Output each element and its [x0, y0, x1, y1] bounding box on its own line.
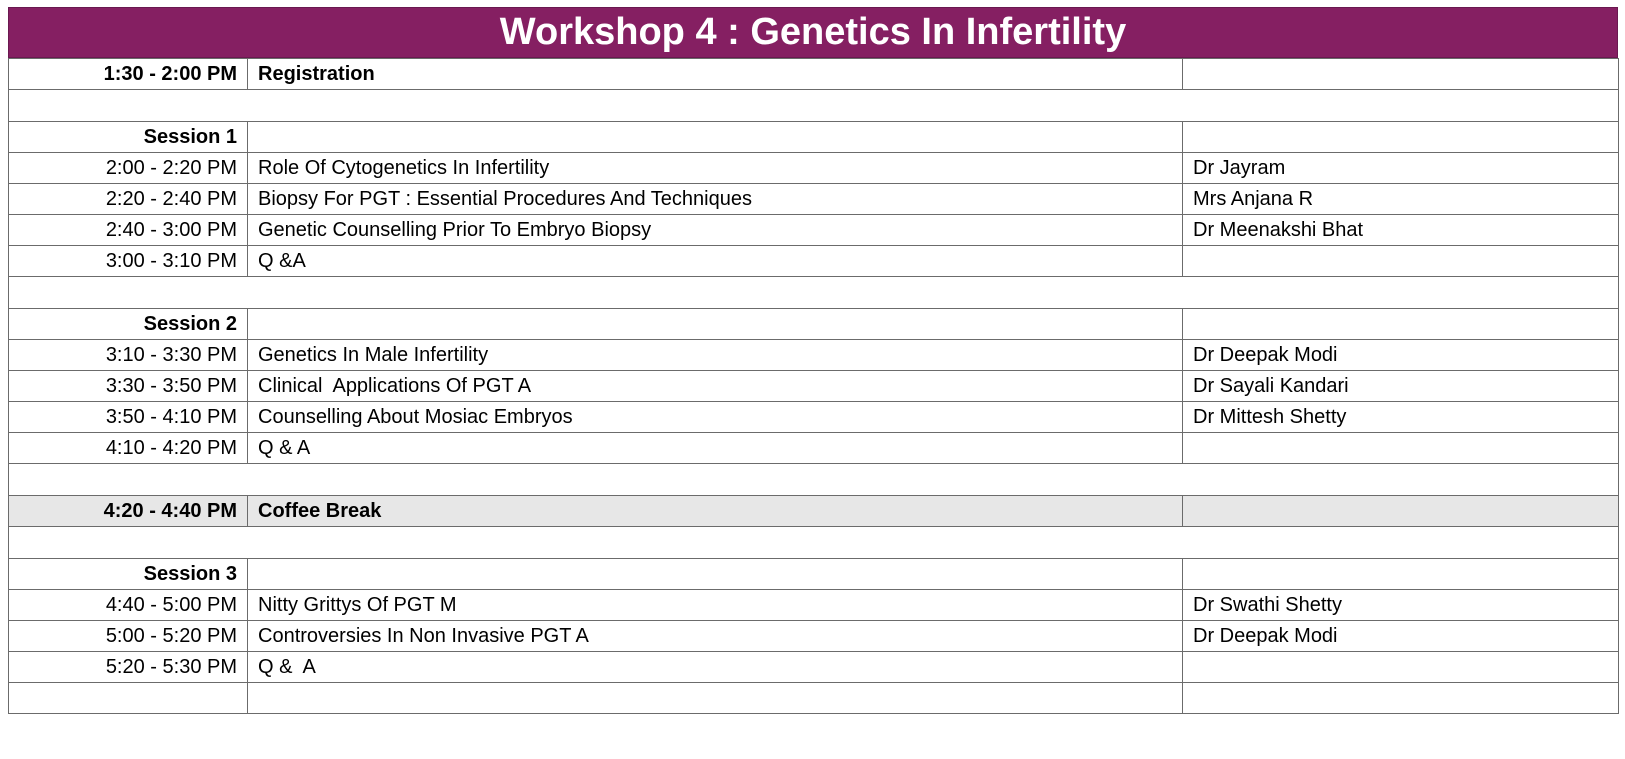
topic-cell: Role Of Cytogenetics In Infertility: [247, 152, 1183, 184]
table-row: 3:30 - 3:50 PM Clinical Applications Of P…: [8, 370, 1619, 402]
table-row: Session 2: [8, 308, 1619, 340]
time-cell: Session 1: [8, 121, 248, 153]
time-cell: 3:10 - 3:30 PM: [8, 339, 248, 371]
table-row: 3:10 - 3:30 PM Genetics In Male Infertili…: [8, 339, 1619, 371]
topic-cell: Genetics In Male Infertility: [247, 339, 1183, 371]
speaker-cell: Dr Mittesh Shetty: [1182, 401, 1619, 433]
time-cell: 3:50 - 4:10 PM: [8, 401, 248, 433]
spacer-row: [8, 89, 1619, 122]
table-row: 2:20 - 2:40 PM Biopsy For PGT : Essential…: [8, 183, 1619, 215]
time-cell: 2:40 - 3:00 PM: [8, 214, 248, 246]
table-row: 4:10 - 4:20 PM Q & A: [8, 432, 1619, 464]
speaker-cell: Dr Deepak Modi: [1182, 339, 1619, 371]
time-cell: 1:30 - 2:00 PM: [8, 58, 248, 90]
speaker-cell: [1182, 651, 1619, 683]
spacer-row: [8, 463, 1619, 496]
time-cell: [8, 682, 248, 714]
speaker-cell: [1182, 121, 1619, 153]
speaker-cell: Dr Jayram: [1182, 152, 1619, 184]
topic-cell: Q &A: [247, 245, 1183, 277]
table-row: Session 3: [8, 558, 1619, 590]
spacer-cell: [8, 526, 1619, 559]
table-row: 3:50 - 4:10 PM Counselling About Mosiac E…: [8, 401, 1619, 433]
topic-cell: Biopsy For PGT : Essential Procedures An…: [247, 183, 1183, 215]
time-cell: 4:40 - 5:00 PM: [8, 589, 248, 621]
time-cell: 5:00 - 5:20 PM: [8, 620, 248, 652]
spacer-cell: [8, 276, 1619, 309]
topic-cell: [247, 308, 1183, 340]
speaker-cell: Dr Meenakshi Bhat: [1182, 214, 1619, 246]
speaker-cell: Dr Deepak Modi: [1182, 620, 1619, 652]
speaker-cell: [1182, 58, 1619, 90]
speaker-cell: [1182, 495, 1619, 527]
topic-cell: [247, 121, 1183, 153]
table-row: 2:40 - 3:00 PM Genetic Counselling Prior …: [8, 214, 1619, 246]
schedule-table-body: 1:30 - 2:00 PM Registration Session 1 2:00 …: [8, 58, 1619, 714]
time-cell: 3:00 - 3:10 PM: [8, 245, 248, 277]
topic-cell: Coffee Break: [247, 495, 1183, 527]
table-row: [8, 682, 1619, 714]
speaker-cell: Mrs Anjana R: [1182, 183, 1619, 215]
schedule-table: 1:30 - 2:00 PM Registration Session 1 2:00 …: [8, 58, 1619, 714]
topic-cell: [247, 558, 1183, 590]
topic-cell: Q & A: [247, 651, 1183, 683]
table-row: 5:20 - 5:30 PM Q & A: [8, 651, 1619, 683]
table-row: 4:40 - 5:00 PM Nitty Grittys Of PGT M Dr S…: [8, 589, 1619, 621]
time-cell: 4:10 - 4:20 PM: [8, 432, 248, 464]
spacer-cell: [8, 463, 1619, 496]
spacer-row: [8, 276, 1619, 309]
topic-cell: Nitty Grittys Of PGT M: [247, 589, 1183, 621]
table-row: 1:30 - 2:00 PM Registration: [8, 58, 1619, 90]
topic-cell: Genetic Counselling Prior To Embryo Biop…: [247, 214, 1183, 246]
speaker-cell: [1182, 682, 1619, 714]
time-cell: 2:20 - 2:40 PM: [8, 183, 248, 215]
time-cell: 4:20 - 4:40 PM: [8, 495, 248, 527]
table-row: 2:00 - 2:20 PM Role Of Cytogenetics In In…: [8, 152, 1619, 184]
table-row: 3:00 - 3:10 PM Q &A: [8, 245, 1619, 277]
spacer-cell: [8, 89, 1619, 122]
speaker-cell: Dr Sayali Kandari: [1182, 370, 1619, 402]
time-cell: Session 2: [8, 308, 248, 340]
speaker-cell: [1182, 432, 1619, 464]
schedule-sheet: Workshop 4 : Genetics In Infertility 1:3…: [8, 7, 1619, 714]
speaker-cell: [1182, 308, 1619, 340]
table-row: 5:00 - 5:20 PM Controversies In Non Invas…: [8, 620, 1619, 652]
speaker-cell: [1182, 558, 1619, 590]
time-cell: 5:20 - 5:30 PM: [8, 651, 248, 683]
topic-cell: Registration: [247, 58, 1183, 90]
topic-cell: Counselling About Mosiac Embryos: [247, 401, 1183, 433]
workshop-title: Workshop 4 : Genetics In Infertility: [8, 7, 1618, 58]
topic-cell: Controversies In Non Invasive PGT A: [247, 620, 1183, 652]
time-cell: 3:30 - 3:50 PM: [8, 370, 248, 402]
time-cell: 2:00 - 2:20 PM: [8, 152, 248, 184]
topic-cell: [247, 682, 1183, 714]
spacer-row: [8, 526, 1619, 559]
topic-cell: Q & A: [247, 432, 1183, 464]
topic-cell: Clinical Applications Of PGT A: [247, 370, 1183, 402]
table-row: Session 1: [8, 121, 1619, 153]
speaker-cell: Dr Swathi Shetty: [1182, 589, 1619, 621]
speaker-cell: [1182, 245, 1619, 277]
time-cell: Session 3: [8, 558, 248, 590]
break-row: 4:20 - 4:40 PM Coffee Break: [8, 495, 1619, 527]
